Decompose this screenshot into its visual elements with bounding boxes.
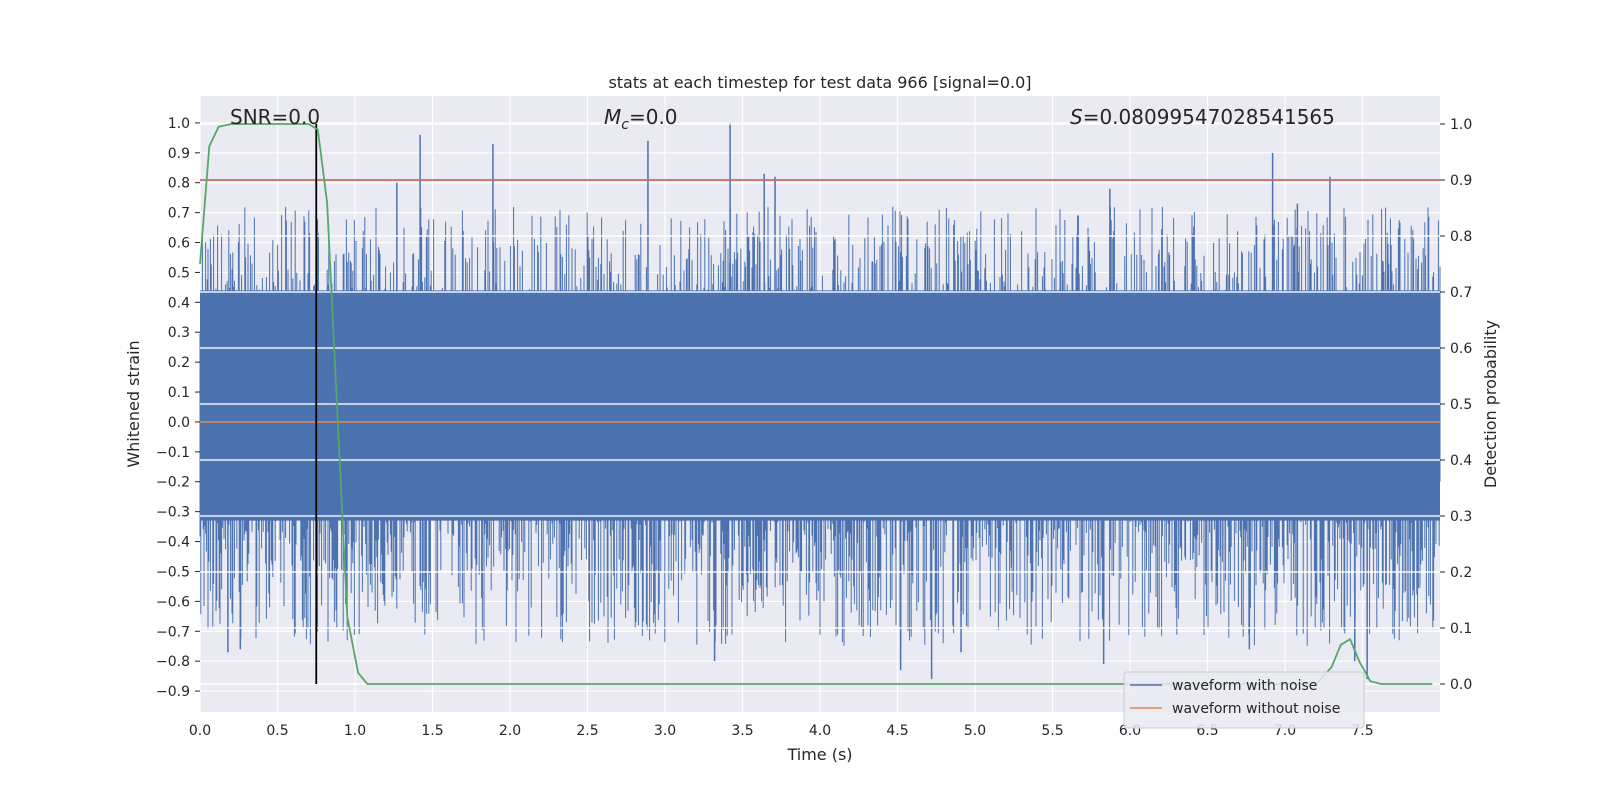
y-tick-label: −0.3 (156, 505, 190, 521)
score-symbol: S (1070, 105, 1083, 129)
y-right-tick-label: 0.3 (1450, 509, 1472, 525)
x-tick-label: 2.5 (576, 723, 598, 739)
legend-label-noise: waveform with noise (1172, 678, 1317, 694)
snr-annotation: SNR=0.0 (230, 105, 320, 129)
x-tick-label: 3.0 (654, 723, 676, 739)
y-tick-label: 0.6 (168, 236, 190, 252)
y-tick-label: −0.8 (156, 654, 190, 670)
y-right-tick-label: 0.6 (1450, 341, 1472, 357)
x-tick-label: 1.0 (344, 723, 366, 739)
y-right-tick-label: 0.2 (1450, 565, 1472, 581)
y-tick-label: 0.8 (168, 176, 190, 192)
y-axis-label: Whitened strain (124, 340, 143, 467)
x-tick-label: 5.5 (1041, 723, 1063, 739)
y-tick-label: 0.3 (168, 325, 190, 341)
y-right-axis-label: Detection probability (1481, 320, 1500, 488)
y-right-tick-label: 0.7 (1450, 285, 1472, 301)
y-tick-label: −0.6 (156, 594, 190, 610)
chart-title: stats at each timestep for test data 966… (608, 73, 1031, 92)
y-right-tick-label: 0.8 (1450, 229, 1472, 245)
chirp-mass-subscript: c (621, 117, 629, 133)
x-tick-label: 0.5 (266, 723, 288, 739)
legend-label-clean: waveform without noise (1172, 701, 1340, 717)
axis-ticks: 0.0 0.5 1.0 1.5 2.0 2.5 3.0 3.5 4.0 4.5 5.0 5.5 6.0 6… (156, 116, 1472, 739)
y-tick-label: 0.0 (168, 415, 190, 431)
y-tick-label: −0.7 (156, 624, 190, 640)
chirp-mass-value: =0.0 (629, 105, 678, 129)
y-tick-label: −0.9 (156, 684, 190, 700)
y-tick-label: 0.7 (168, 206, 190, 222)
x-tick-label: 3.5 (731, 723, 753, 739)
x-tick-label: 0.0 (189, 723, 211, 739)
probability-line (199, 123, 1433, 685)
x-tick-label: 4.0 (809, 723, 831, 739)
legend: waveform with noise waveform without noi… (1123, 671, 1365, 729)
x-tick-label: 5.0 (964, 723, 986, 739)
y-tick-label: −0.2 (156, 475, 190, 491)
y-right-tick-label: 0.9 (1450, 173, 1472, 189)
x-tick-label: 2.0 (499, 723, 521, 739)
y-tick-label: −0.5 (156, 564, 190, 580)
y-tick-label: 0.5 (168, 265, 190, 281)
y-right-tick-label: 0.4 (1450, 453, 1472, 469)
line-series (199, 123, 1440, 685)
y-tick-label: −0.1 (156, 445, 190, 461)
x-tick-label: 1.5 (421, 723, 443, 739)
x-tick-label: 4.5 (886, 723, 908, 739)
y-right-tick-label: 0.0 (1450, 677, 1472, 693)
y-tick-label: 0.2 (168, 355, 190, 371)
y-tick-label: 0.4 (168, 295, 190, 311)
y-right-tick-label: 0.1 (1450, 621, 1472, 637)
chirp-mass-symbol: M (604, 105, 621, 129)
noise-band (200, 290, 1440, 521)
y-tick-label: 0.9 (168, 146, 190, 162)
noise-waveform-series (199, 122, 1441, 685)
score-annotation: S=0.08099547028541565 (1070, 105, 1335, 129)
y-tick-label: 1.0 (168, 116, 190, 132)
y-tick-label: −0.4 (156, 535, 190, 551)
chirp-mass-annotation: Mc=0.0 (604, 105, 678, 133)
y-right-tick-label: 1.0 (1450, 117, 1472, 133)
x-axis-label: Time (s) (786, 745, 852, 764)
score-value: =0.08099547028541565 (1083, 105, 1335, 129)
y-tick-label: 0.1 (168, 385, 190, 401)
legend-box (1123, 671, 1365, 729)
y-right-tick-label: 0.5 (1450, 397, 1472, 413)
